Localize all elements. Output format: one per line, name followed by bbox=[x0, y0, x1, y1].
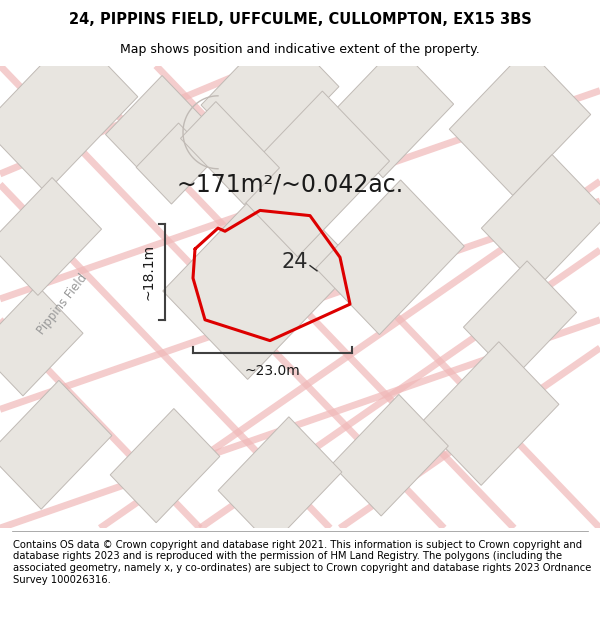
Polygon shape bbox=[316, 180, 464, 334]
Polygon shape bbox=[326, 45, 454, 177]
Polygon shape bbox=[449, 48, 591, 196]
Polygon shape bbox=[0, 31, 138, 192]
Polygon shape bbox=[421, 342, 559, 486]
Text: Contains OS data © Crown copyright and database right 2021. This information is : Contains OS data © Crown copyright and d… bbox=[13, 540, 592, 584]
Polygon shape bbox=[110, 409, 220, 522]
Polygon shape bbox=[0, 286, 83, 396]
Text: 24, PIPPINS FIELD, UFFCULME, CULLOMPTON, EX15 3BS: 24, PIPPINS FIELD, UFFCULME, CULLOMPTON,… bbox=[68, 12, 532, 27]
Polygon shape bbox=[332, 394, 448, 516]
Polygon shape bbox=[181, 102, 280, 204]
Text: ~18.1m: ~18.1m bbox=[142, 244, 156, 300]
Polygon shape bbox=[136, 123, 214, 204]
Text: Pippins Field: Pippins Field bbox=[34, 271, 89, 337]
Text: 24: 24 bbox=[282, 253, 308, 272]
Text: Map shows position and indicative extent of the property.: Map shows position and indicative extent… bbox=[120, 42, 480, 56]
Polygon shape bbox=[481, 154, 600, 287]
Polygon shape bbox=[463, 261, 577, 379]
Text: ~23.0m: ~23.0m bbox=[245, 364, 301, 378]
Polygon shape bbox=[218, 417, 342, 546]
Polygon shape bbox=[230, 91, 389, 257]
Polygon shape bbox=[0, 381, 112, 509]
Polygon shape bbox=[201, 24, 339, 168]
Polygon shape bbox=[163, 177, 357, 379]
Polygon shape bbox=[106, 76, 205, 179]
Text: ~171m²/~0.042ac.: ~171m²/~0.042ac. bbox=[176, 173, 404, 196]
Polygon shape bbox=[0, 177, 101, 296]
